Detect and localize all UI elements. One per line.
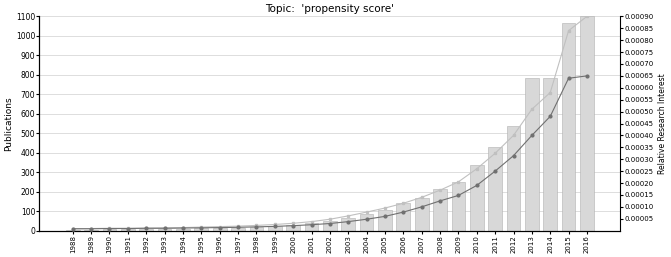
- Bar: [213, 228, 227, 231]
- Bar: [85, 230, 98, 231]
- Bar: [562, 23, 576, 231]
- Bar: [580, 16, 594, 231]
- Bar: [323, 221, 337, 231]
- Bar: [66, 230, 80, 231]
- Bar: [507, 126, 521, 231]
- Y-axis label: Publications: Publications: [4, 96, 13, 151]
- Bar: [544, 78, 557, 231]
- Bar: [121, 230, 135, 231]
- Bar: [195, 228, 208, 231]
- Bar: [415, 198, 429, 231]
- Bar: [103, 230, 116, 231]
- Bar: [452, 182, 465, 231]
- Bar: [287, 225, 300, 231]
- Bar: [378, 210, 392, 231]
- Bar: [342, 218, 355, 231]
- Bar: [360, 214, 374, 231]
- Bar: [305, 223, 319, 231]
- Bar: [470, 166, 484, 231]
- Bar: [176, 229, 190, 231]
- Bar: [433, 189, 447, 231]
- Y-axis label: Relative Research Interest: Relative Research Interest: [658, 73, 667, 174]
- Bar: [268, 226, 282, 231]
- Bar: [525, 78, 539, 231]
- Bar: [140, 229, 153, 231]
- Bar: [250, 227, 263, 231]
- Title: Topic:  'propensity score': Topic: 'propensity score': [265, 4, 395, 14]
- Bar: [158, 229, 172, 231]
- Bar: [488, 147, 502, 231]
- Bar: [231, 227, 245, 231]
- Bar: [397, 203, 410, 231]
